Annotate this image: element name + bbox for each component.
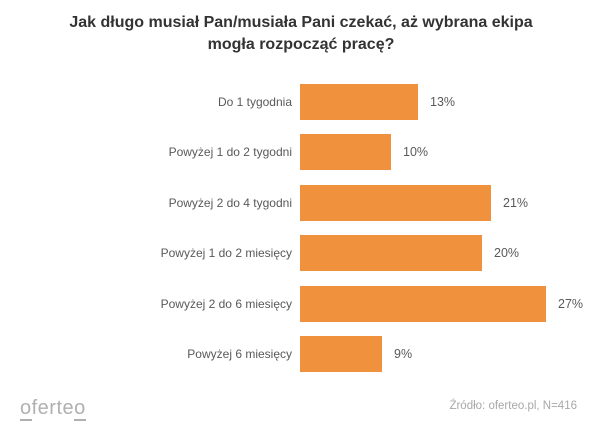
logo-first-letter: o (20, 397, 32, 421)
chart-row: Powyżej 6 miesięcy 9% (0, 335, 602, 386)
bar (300, 134, 391, 171)
category-label: Powyżej 6 miesięcy (187, 346, 292, 361)
chart-title-line-1: Jak długo musiał Pan/musiała Pani czekać… (69, 14, 533, 31)
category-label: Powyżej 1 do 2 miesięcy (160, 246, 292, 261)
category-label: Powyżej 2 do 4 tygodni (168, 195, 292, 210)
chart-title-line-2: mogła rozpocząć pracę? (207, 36, 395, 53)
chart-row: Powyżej 1 do 2 tygodni 10% (0, 134, 602, 184)
value-label: 10% (403, 145, 429, 160)
value-label: 21% (503, 195, 529, 210)
oferteo-logo: oferteo (20, 397, 86, 421)
value-label: 20% (494, 246, 520, 261)
category-label: Powyżej 1 do 2 tygodni (168, 145, 292, 160)
bar (300, 335, 382, 372)
chart-row: Do 1 tygodnia 13% (0, 84, 602, 134)
chart-row: Powyżej 2 do 4 tygodni 21% (0, 184, 602, 235)
chart-row: Powyżej 1 do 2 miesięcy 20% (0, 235, 602, 285)
bar (300, 184, 491, 221)
value-label: 9% (394, 346, 413, 361)
bar (300, 84, 418, 120)
logo-last-letter: o (74, 397, 86, 421)
value-label: 13% (430, 95, 456, 109)
bar (300, 235, 482, 272)
bar-chart-plot-area: Do 1 tygodnia 13% Powyżej 1 do 2 tygodni… (0, 84, 602, 387)
chart-title: Jak długo musiał Pan/musiała Pani czekać… (0, 12, 602, 56)
category-label: Powyżej 2 do 6 miesięcy (160, 296, 292, 311)
source-note: Źródło: oferteo.pl, N=416 (449, 400, 577, 412)
category-label: Do 1 tygodnia (217, 95, 292, 109)
value-label: 27% (558, 296, 584, 311)
bar (300, 285, 546, 322)
logo-middle: ferte (31, 397, 75, 419)
chart-row: Powyżej 2 do 6 miesięcy 27% (0, 285, 602, 336)
